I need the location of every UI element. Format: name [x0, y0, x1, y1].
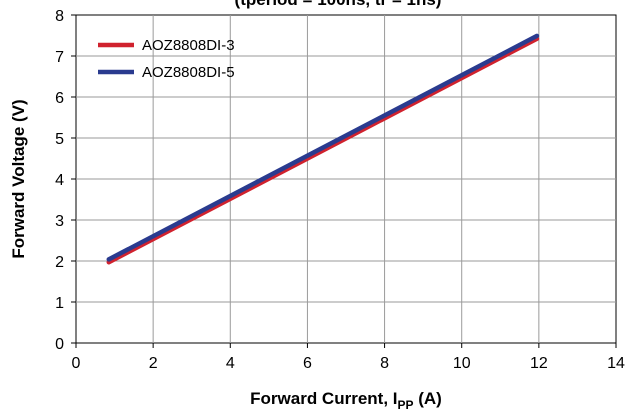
y-axis-title: Forward Voltage (V): [9, 99, 28, 258]
x-tick-label-0: 0: [72, 355, 81, 372]
x-tick-label-7: 14: [607, 355, 625, 372]
x-axis-ticks: 0 2 4 6 8 10 12 14: [72, 343, 625, 372]
series-lines: [106, 33, 540, 265]
series-line-0: [106, 36, 540, 265]
x-axis-title-main: Forward Current, I: [250, 389, 397, 408]
x-axis-title-unit: (A): [414, 389, 442, 408]
chart-title: (tperiod = 100ns, tr = 1ns): [235, 0, 442, 9]
y-axis-ticks: 0 1 2 3 4 5 6 7 8: [55, 8, 76, 353]
y-tick-label-5: 5: [55, 131, 64, 148]
y-tick-label-6: 6: [55, 90, 64, 107]
y-tick-label-3: 3: [55, 213, 64, 230]
legend: AOZ8808DI-3 AOZ8808DI-5: [98, 37, 235, 81]
y-tick-label-0: 0: [55, 336, 64, 353]
y-tick-label-7: 7: [55, 49, 64, 66]
legend-label-0: AOZ8808DI-3: [142, 37, 235, 54]
x-tick-label-4: 8: [380, 355, 389, 372]
y-tick-label-8: 8: [55, 8, 64, 25]
x-tick-label-5: 10: [453, 355, 471, 372]
grid: [76, 15, 616, 343]
y-tick-label-4: 4: [55, 172, 64, 189]
x-axis-title: Forward Current, IPP (A): [250, 389, 442, 412]
x-tick-label-2: 4: [226, 355, 235, 372]
legend-label-1: AOZ8808DI-5: [142, 64, 235, 81]
x-tick-label-1: 2: [149, 355, 158, 372]
y-tick-label-1: 1: [55, 295, 64, 312]
series-line-1: [106, 33, 540, 262]
x-tick-label-3: 6: [303, 355, 312, 372]
x-axis-title-subscript: PP: [398, 398, 414, 412]
y-tick-label-2: 2: [55, 254, 64, 271]
x-tick-label-6: 12: [530, 355, 548, 372]
